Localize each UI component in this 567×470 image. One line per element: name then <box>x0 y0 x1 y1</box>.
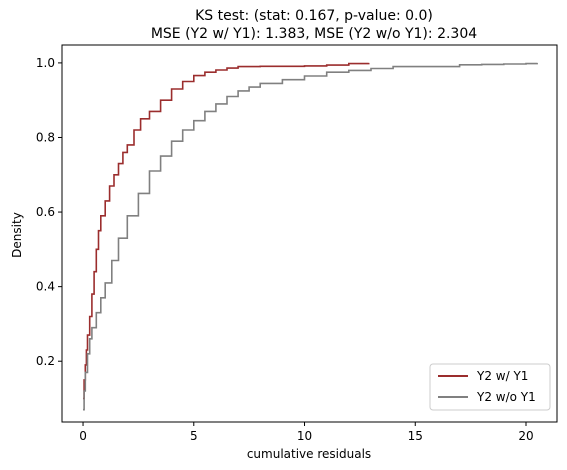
chart-title-line2: MSE (Y2 w/ Y1): 1.383, MSE (Y2 w/o Y1): … <box>151 26 477 42</box>
y-tick-label: 0.6 <box>36 205 55 219</box>
y-tick-label: 0.4 <box>36 280 55 294</box>
x-tick-label: 0 <box>79 429 87 443</box>
y-tick-label: 1.0 <box>36 56 55 70</box>
x-tick-label: 15 <box>408 429 423 443</box>
x-tick-label: 10 <box>297 429 312 443</box>
x-axis-label: cumulative residuals <box>247 447 371 461</box>
legend-label-y2-with-y1: Y2 w/ Y1 <box>476 369 528 383</box>
legend: Y2 w/ Y1 Y2 w/o Y1 <box>429 363 551 411</box>
series-line-y2-without-y1 <box>83 62 538 411</box>
plot-frame <box>61 44 558 423</box>
plot-area: 0 5 10 15 20 0.2 0.4 0.6 0.8 1.0 <box>36 44 558 443</box>
legend-label-y2-without-y1: Y2 w/o Y1 <box>476 390 536 404</box>
y-tick-label: 0.8 <box>36 130 55 144</box>
x-tick-label: 20 <box>518 429 533 443</box>
y-axis-label: Density <box>10 212 24 258</box>
x-tick-label: 5 <box>190 429 198 443</box>
chart-title-line1: KS test: (stat: 0.167, p-value: 0.0) <box>195 8 433 24</box>
y-tick-label: 0.2 <box>36 354 55 368</box>
series-line-y2-with-y1 <box>83 62 370 400</box>
